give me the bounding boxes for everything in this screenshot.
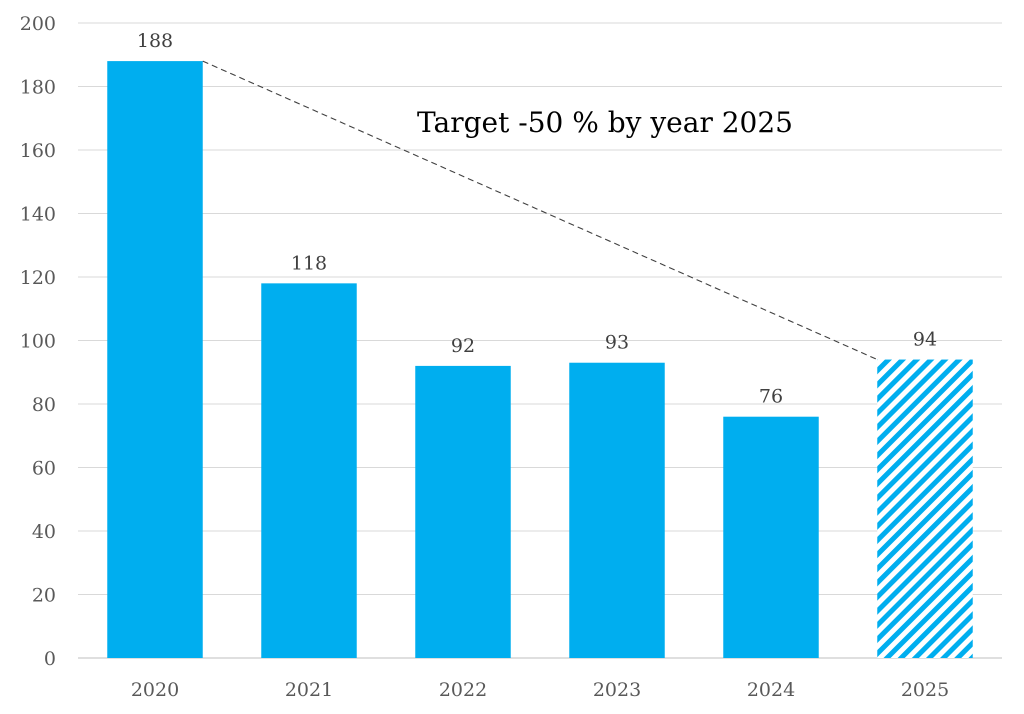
data-label: 188 — [137, 30, 173, 52]
y-tick-label: 80 — [32, 394, 56, 416]
x-tick-label: 2021 — [285, 679, 333, 701]
x-tick-label: 2023 — [593, 679, 641, 701]
data-label: 92 — [451, 335, 475, 357]
bar — [723, 416, 819, 658]
data-label: 94 — [913, 329, 937, 351]
bar — [569, 362, 665, 658]
bar — [107, 61, 203, 659]
target-trend — [202, 60, 878, 361]
x-axis-tick-labels: 2020 2021 2022 2023 2024 2025 — [131, 679, 949, 701]
y-tick-label: 160 — [20, 140, 56, 162]
data-label: 93 — [605, 332, 629, 354]
y-tick-label: 120 — [20, 267, 56, 289]
y-tick-label: 20 — [32, 585, 56, 607]
y-tick-label: 140 — [20, 204, 56, 226]
y-tick-label: 60 — [32, 458, 56, 480]
y-tick-label: 200 — [20, 13, 56, 35]
y-tick-label: 0 — [44, 648, 56, 670]
x-tick-label: 2025 — [901, 679, 949, 701]
data-label: 76 — [759, 386, 783, 408]
target-bar — [877, 359, 973, 658]
bar — [261, 283, 357, 658]
x-tick-label: 2022 — [439, 679, 487, 701]
target-annotation: Target -50 % by year 2025 — [417, 106, 793, 139]
data-label: 118 — [291, 252, 327, 274]
y-axis-tick-labels: 0 20 40 60 80 100 120 140 160 180 200 — [20, 13, 56, 670]
bar — [415, 365, 511, 658]
x-tick-label: 2020 — [131, 679, 179, 701]
x-tick-label: 2024 — [747, 679, 795, 701]
y-tick-label: 100 — [20, 331, 56, 353]
data-labels: 188 118 92 93 76 94 — [137, 30, 937, 408]
y-tick-label: 180 — [20, 77, 56, 99]
trend-line — [202, 60, 878, 361]
bars — [107, 61, 973, 659]
gridlines — [78, 22, 1002, 659]
y-tick-label: 40 — [32, 521, 56, 543]
